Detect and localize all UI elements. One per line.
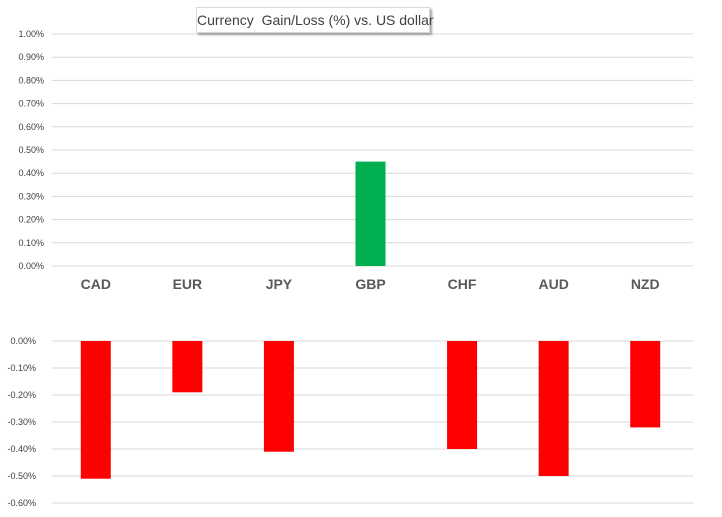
- gain-tick-label: 0.30%: [18, 191, 44, 201]
- category-label: CAD: [81, 276, 111, 292]
- category-labels: CAD EUR JPY GBP CHF AUD NZD: [81, 276, 660, 292]
- loss-bar: [538, 341, 569, 476]
- gain-bar: [355, 161, 386, 266]
- gain-tick-label: 0.00%: [18, 261, 44, 271]
- loss-tick-labels: 0.00% -0.10% -0.20% -0.30% -0.40% -0.50% -0.60…: [7, 336, 36, 508]
- gain-tick-label: 1.00%: [18, 29, 44, 39]
- loss-bar: [80, 341, 111, 479]
- chart-title: Currency Gain/Loss (%) vs. US dollar: [196, 7, 434, 33]
- loss-bar: [172, 341, 203, 393]
- loss-bar: [447, 341, 478, 449]
- loss-tick-label: -0.50%: [7, 471, 36, 481]
- loss-panel: 0.00% -0.10% -0.20% -0.30% -0.40% -0.50% -0.60…: [7, 336, 693, 508]
- loss-gridlines: [52, 340, 693, 504]
- loss-bar: [630, 341, 661, 428]
- loss-tick-label: -0.20%: [7, 390, 36, 400]
- category-label: GBP: [355, 276, 385, 292]
- gain-tick-label: 0.40%: [18, 168, 44, 178]
- gain-tick-label: 0.90%: [18, 52, 44, 62]
- category-label: NZD: [631, 276, 660, 292]
- loss-tick-label: -0.40%: [7, 444, 36, 454]
- gain-tick-label: 0.70%: [18, 99, 44, 109]
- category-label: AUD: [538, 276, 568, 292]
- category-label: JPY: [266, 276, 293, 292]
- gain-tick-label: 0.10%: [18, 238, 44, 248]
- loss-tick-label: -0.10%: [7, 363, 36, 373]
- loss-bar: [263, 341, 294, 452]
- category-label: CHF: [448, 276, 477, 292]
- loss-tick-label: -0.60%: [7, 498, 36, 508]
- gain-tick-label: 0.80%: [18, 75, 44, 85]
- loss-tick-label: 0.00%: [10, 336, 36, 346]
- gain-tick-labels: 0.00% 0.10% 0.20% 0.30% 0.40% 0.50% 0.60% 0.70%…: [18, 29, 44, 271]
- gain-tick-label: 0.20%: [18, 215, 44, 225]
- loss-tick-label: -0.30%: [7, 417, 36, 427]
- gain-tick-label: 0.60%: [18, 122, 44, 132]
- gain-tick-label: 0.50%: [18, 145, 44, 155]
- gain-panel: 0.00% 0.10% 0.20% 0.30% 0.40% 0.50% 0.60% 0.70%…: [18, 29, 693, 292]
- category-label: EUR: [173, 276, 203, 292]
- loss-bars: [80, 341, 661, 479]
- gain-bars: [355, 161, 386, 266]
